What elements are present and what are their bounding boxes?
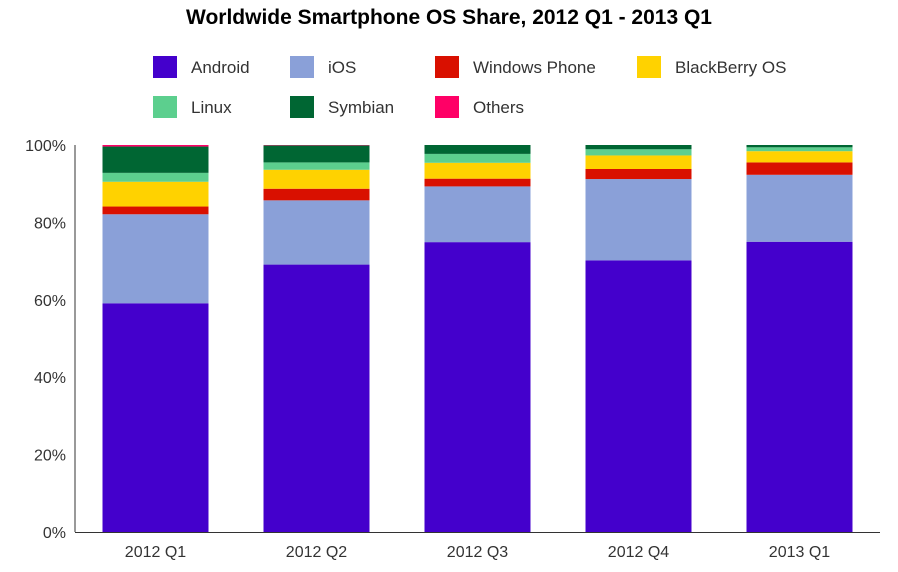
bar-ios-2012-q1 — [102, 214, 209, 304]
legend-swatch-others — [435, 96, 459, 118]
bar-windows-phone-2012-q1 — [102, 206, 209, 215]
bar-blackberry-os-2012-q2 — [263, 169, 370, 189]
bar-blackberry-os-2012-q4 — [585, 155, 692, 169]
bar-ios-2012-q4 — [585, 179, 692, 261]
bar-android-2013-q1 — [746, 241, 853, 532]
bar-windows-phone-2012-q3 — [424, 178, 531, 187]
bar-ios-2013-q1 — [746, 174, 853, 242]
bar-android-2012-q4 — [585, 260, 692, 532]
bar-others-2012-q1 — [102, 145, 209, 147]
legend-swatch-blackberry-os — [637, 56, 661, 78]
bars — [102, 145, 853, 532]
x-axis: 2012 Q1 2012 Q2 2012 Q3 2012 Q4 2013 Q1 — [75, 532, 880, 561]
bar-android-2012-q1 — [102, 303, 209, 532]
x-tick-label: 2012 Q4 — [608, 544, 669, 561]
bar-ios-2012-q2 — [263, 200, 370, 265]
legend-item-symbian: Symbian — [290, 96, 394, 118]
bar-stack-2012-q3 — [424, 145, 531, 532]
x-tick-label: 2012 Q3 — [447, 544, 508, 561]
legend-item-windows-phone: Windows Phone — [435, 56, 596, 78]
y-axis: 0% 20% 40% 60% 80% 100% — [25, 138, 76, 542]
bar-linux-2012-q2 — [263, 162, 370, 170]
legend: Android iOS Windows Phone BlackBerry OS Linu… — [153, 56, 786, 118]
bar-linux-2012-q1 — [102, 172, 209, 182]
bar-symbian-2012-q1 — [102, 146, 209, 173]
legend-item-ios: iOS — [290, 56, 356, 78]
legend-label-android: Android — [191, 58, 250, 77]
bar-android-2012-q2 — [263, 264, 370, 532]
bar-symbian-2013-q1 — [746, 145, 853, 148]
legend-swatch-android — [153, 56, 177, 78]
bar-stack-2012-q4 — [585, 145, 692, 532]
bar-blackberry-os-2013-q1 — [746, 151, 853, 163]
legend-label-ios: iOS — [328, 58, 356, 77]
x-tick-label: 2012 Q1 — [125, 544, 186, 561]
bar-linux-2013-q1 — [746, 147, 853, 152]
bar-stack-2013-q1 — [746, 145, 853, 532]
x-tick-label: 2012 Q2 — [286, 544, 347, 561]
legend-item-blackberry-os: BlackBerry OS — [637, 56, 786, 78]
legend-label-linux: Linux — [191, 98, 232, 117]
y-tick-label: 60% — [34, 293, 66, 310]
bar-symbian-2012-q3 — [424, 145, 531, 154]
bar-stack-2012-q1 — [102, 145, 209, 532]
legend-label-symbian: Symbian — [328, 98, 394, 117]
bar-symbian-2012-q4 — [585, 145, 692, 150]
y-tick-label: 20% — [34, 448, 66, 465]
y-tick-label: 40% — [34, 370, 66, 387]
legend-label-windows-phone: Windows Phone — [473, 58, 596, 77]
bar-windows-phone-2013-q1 — [746, 162, 853, 175]
legend-item-linux: Linux — [153, 96, 232, 118]
y-tick-label: 100% — [25, 138, 66, 155]
legend-swatch-ios — [290, 56, 314, 78]
bar-blackberry-os-2012-q3 — [424, 162, 531, 179]
legend-item-android: Android — [153, 56, 250, 78]
legend-item-others: Others — [435, 96, 524, 118]
bar-windows-phone-2012-q2 — [263, 188, 370, 201]
legend-swatch-windows-phone — [435, 56, 459, 78]
legend-swatch-linux — [153, 96, 177, 118]
y-tick-label: 0% — [43, 525, 66, 542]
bar-blackberry-os-2012-q1 — [102, 181, 209, 207]
bar-stack-2012-q2 — [263, 145, 370, 532]
bar-linux-2012-q3 — [424, 153, 531, 163]
x-tick-label: 2013 Q1 — [769, 544, 830, 561]
y-tick-label: 80% — [34, 215, 66, 232]
bar-linux-2012-q4 — [585, 149, 692, 156]
bar-ios-2012-q3 — [424, 186, 531, 243]
chart-title: Worldwide Smartphone OS Share, 2012 Q1 -… — [186, 6, 712, 29]
legend-label-others: Others — [473, 98, 524, 117]
legend-swatch-symbian — [290, 96, 314, 118]
bar-symbian-2012-q2 — [263, 145, 370, 163]
legend-label-blackberry-os: BlackBerry OS — [675, 58, 786, 77]
bar-android-2012-q3 — [424, 242, 531, 532]
bar-windows-phone-2012-q4 — [585, 168, 692, 180]
